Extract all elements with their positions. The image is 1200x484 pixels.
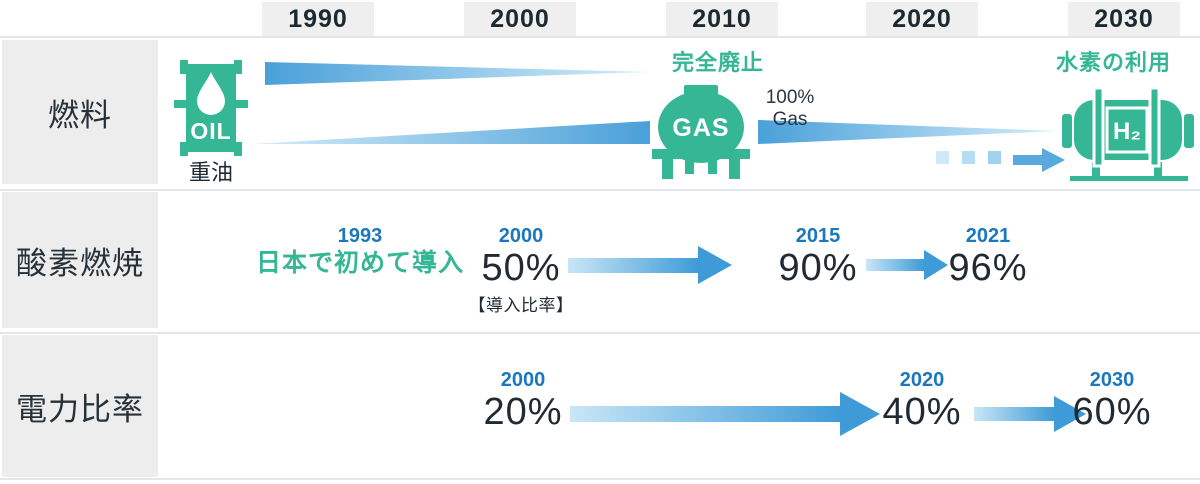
gas-tank-icon: GAS [652,85,750,179]
timeline-year-2030: 2030 [1068,2,1180,36]
milestone-year: 2030 [1089,369,1135,391]
row-label-power-ratio: 電力比率 [2,335,158,477]
milestone-value: 20% [483,391,563,433]
progress-arrow [570,392,880,436]
milestone-value: 96% [948,247,1028,289]
progress-arrow [866,250,948,280]
oil-drop-glyph [197,72,225,115]
milestone-1993-first-introduction: 1993 日本で初めて導入 [250,224,470,278]
separator-line [0,478,1200,480]
milestone-2020-40pct: 2020 40% [860,368,984,432]
timeline-year-1990: 1990 [262,2,374,36]
milestone-2030-60pct: 2030 60% [1050,368,1174,432]
gas-icon-label: GAS [672,114,729,142]
timeline-year-2020: 2020 [866,2,978,36]
milestone-year: 2000 [498,225,544,247]
dashed-arrow-to-hydrogen [936,148,1065,172]
oil-barrel-icon: OIL [174,60,248,156]
milestone-2000-50pct: 2000 50% 【導入比率】 [459,224,583,316]
oil-decline-wedge [265,62,648,85]
hydrogen-icon-label: H₂ [1113,118,1141,145]
milestone-2015-90pct: 2015 90% [768,224,868,288]
milestone-year: 2015 [795,225,841,247]
gas-phaseout-annotation: 完全廃止 [672,50,765,75]
gas-growth-wedge [252,121,650,144]
milestone-year: 2021 [965,225,1011,247]
timeline-year-2000: 2000 [464,2,576,36]
milestone-year: 1993 [337,225,383,247]
fuel-transition-wedges [252,62,1065,172]
progress-arrow [568,246,732,284]
milestone-2021-96pct: 2021 96% [938,224,1038,288]
milestone-2000-20pct: 2000 20% [461,368,585,432]
row-label-fuel: 燃料 [2,40,158,184]
separator-line [0,189,1200,191]
gas-decline-wedge [758,120,1058,144]
separator-line [0,36,1200,38]
hydrogen-use-annotation: 水素の利用 [1056,50,1172,75]
milestone-note: 【導入比率】 [468,296,574,315]
gas-share-unit: Gas [772,109,808,130]
progress-arrow [974,396,1086,432]
timeline-year-2010: 2010 [666,2,778,36]
milestone-value: 40% [882,391,962,433]
milestone-value: 50% [481,247,561,289]
milestone-value: 60% [1072,391,1152,433]
milestone-year: 2000 [500,369,546,391]
row-label-oxygen-combustion: 酸素燃焼 [2,192,158,328]
milestone-year: 2020 [899,369,945,391]
hydrogen-tank-icon: H₂ [1062,86,1194,181]
milestone-text: 日本で初めて導入 [255,249,464,277]
milestone-value: 90% [778,247,858,289]
oil-caption: 重油 [188,160,233,185]
gas-share-value: 100% [765,87,815,108]
oil-icon-label: OIL [190,118,231,144]
separator-line [0,332,1200,334]
gas-share-note: 100% Gas [758,87,822,131]
